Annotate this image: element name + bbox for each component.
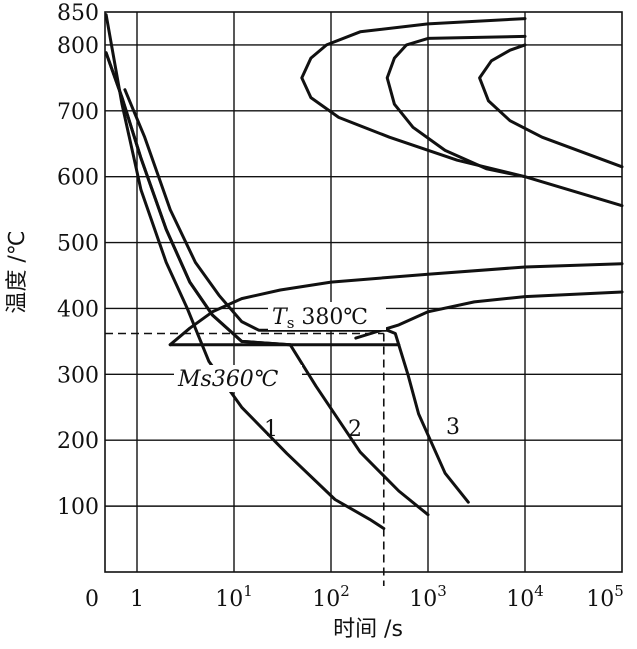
x-tick-label-0: 0 [85, 587, 99, 612]
curves [104, 13, 624, 530]
x-axis-ticks: 0 1 101 102 103 104 105 [85, 582, 624, 612]
ms-label-background [174, 365, 302, 392]
plot-frame [104, 11, 623, 573]
curve-8 [300, 17, 624, 208]
curve-9 [385, 34, 527, 179]
curve-label-1: 1 [264, 417, 278, 442]
curve-label-2: 2 [348, 417, 362, 442]
y-tick-label-0: 100 [57, 495, 99, 520]
curve-label-3: 3 [446, 415, 460, 440]
y-tick-label-8: 850 [57, 1, 99, 26]
x-tick-label-6: 105 [586, 582, 624, 612]
curve-4 [123, 88, 470, 504]
grid-lines [105, 12, 622, 572]
x-tick-label-1: 1 [130, 587, 144, 612]
ms-annotation: Ms360℃ [174, 365, 302, 392]
curve-1 [104, 13, 386, 530]
x-axis-label: 时间 /s [333, 617, 403, 642]
y-tick-label-7: 800 [57, 34, 99, 59]
x-tick-label-2: 101 [215, 582, 253, 612]
y-tick-label-1: 200 [57, 429, 99, 454]
x-tick-label-3: 102 [312, 582, 350, 612]
y-axis-label: 温度 /℃ [5, 230, 30, 313]
ts-label: Ts 380℃ [272, 305, 368, 332]
ts-subscript: s [287, 314, 295, 332]
curve-3 [104, 51, 430, 517]
y-tick-label-2: 300 [57, 363, 99, 388]
curve-6 [168, 262, 624, 347]
y-tick-label-5: 600 [57, 166, 99, 191]
reference-lines [105, 332, 385, 586]
ms-label: Ms360℃ [177, 367, 279, 392]
ts-value: 380℃ [294, 305, 368, 330]
y-tick-label-4: 500 [57, 232, 99, 257]
curve-2 [104, 51, 292, 347]
ts-annotation: Ts 380℃ [268, 302, 386, 332]
y-tick-label-3: 400 [57, 297, 99, 322]
y-tick-label-6: 700 [57, 100, 99, 125]
ts-label-background [268, 302, 386, 330]
x-tick-label-4: 103 [409, 582, 447, 612]
curve-10 [478, 43, 624, 169]
ts-symbol: T [272, 305, 289, 330]
y-axis-ticks: 100 200 300 400 500 600 700 800 850 [57, 1, 99, 520]
x-tick-label-5: 104 [506, 582, 544, 612]
curve-7 [354, 290, 624, 340]
